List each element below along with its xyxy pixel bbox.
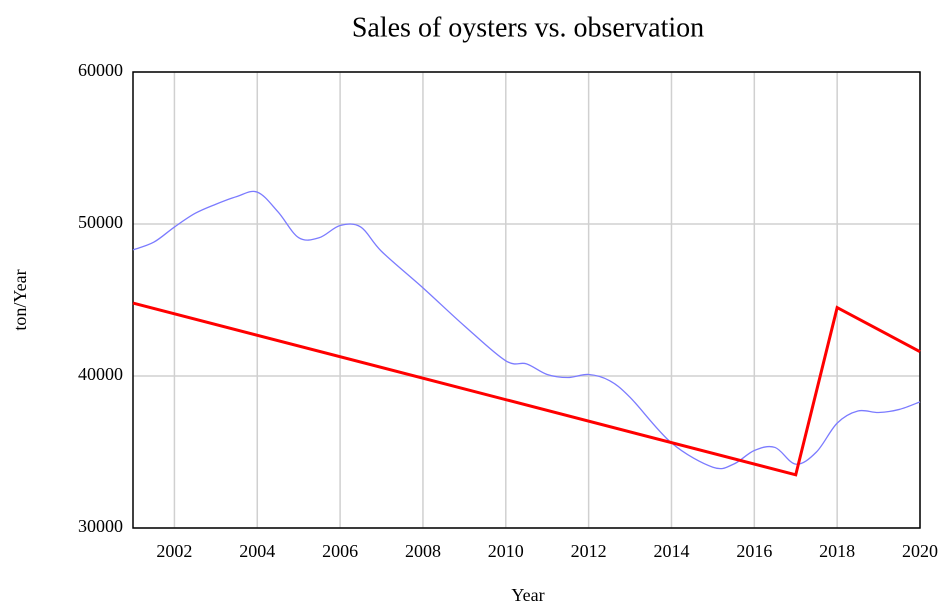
plot-frame: [132, 71, 921, 529]
data-line: [132, 301, 921, 477]
data-line: [132, 190, 921, 470]
x-tick-label: 2018: [819, 541, 855, 561]
x-tick-label: 2008: [405, 541, 441, 561]
y-axis-label: ton/Year: [10, 269, 30, 330]
y-tick-label: 40000: [78, 364, 123, 384]
x-tick-label: 2020: [902, 541, 938, 561]
x-tick-label: 2006: [322, 541, 358, 561]
x-tick-label: 2004: [239, 541, 275, 561]
x-tick-label: 2016: [736, 541, 772, 561]
x-axis-label: Year: [511, 585, 544, 605]
x-tick-label: 2012: [571, 541, 607, 561]
x-tick-label: 2014: [653, 541, 689, 561]
y-tick-label: 50000: [78, 212, 123, 232]
x-tick-label: 2002: [156, 541, 192, 561]
chart-title: Sales of oysters vs. observation: [352, 12, 704, 43]
y-tick-label: 60000: [78, 60, 123, 80]
x-tick-label: 2010: [488, 541, 524, 561]
y-tick-label: 30000: [78, 516, 123, 536]
